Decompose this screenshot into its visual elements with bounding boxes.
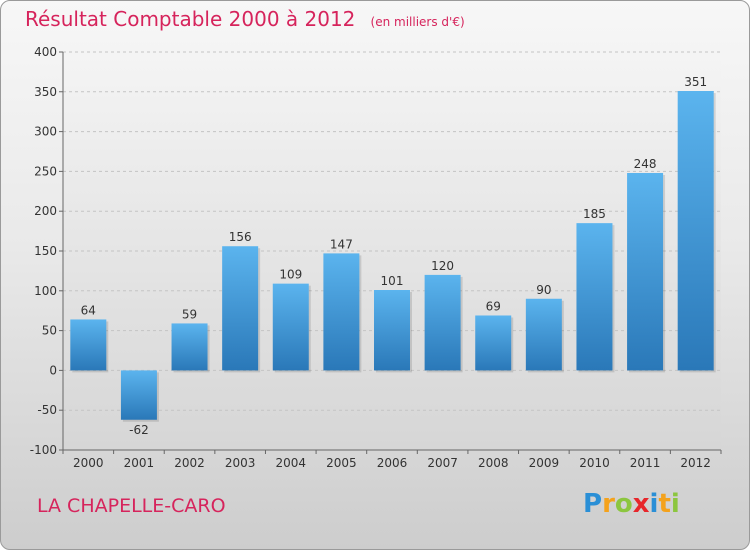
x-tick-label: 2005 [326, 456, 357, 470]
y-tick-label: 200 [34, 204, 57, 218]
logo-letter: P [583, 489, 603, 519]
x-tick-label: 2003 [225, 456, 256, 470]
data-label: 64 [81, 303, 96, 317]
y-tick-label: 400 [34, 45, 57, 59]
bar [272, 283, 309, 371]
chart-subtitle: (en milliers d'€) [370, 15, 465, 29]
y-tick-label: -100 [30, 443, 57, 457]
data-label: -62 [129, 423, 149, 437]
bar [70, 319, 107, 371]
y-tick-label: 50 [42, 324, 57, 338]
data-label: 147 [330, 237, 353, 251]
y-tick-label: 300 [34, 125, 57, 139]
y-tick-label: 150 [34, 244, 57, 258]
x-tick-label: 2004 [275, 456, 306, 470]
bar [424, 274, 461, 371]
chart-title-block: Résultat Comptable 2000 à 2012 (en milli… [25, 7, 465, 31]
x-tick-label: 2012 [680, 456, 711, 470]
x-tick-label: 2001 [124, 456, 155, 470]
x-tick-label: 2007 [427, 456, 458, 470]
bar [677, 91, 714, 371]
data-label: 69 [486, 299, 501, 313]
x-tick-label: 2010 [579, 456, 610, 470]
logo-letter: o [614, 489, 633, 519]
logo-letter: t [658, 489, 671, 519]
x-tick-label: 2002 [174, 456, 205, 470]
bar [627, 172, 664, 371]
city-name: LA CHAPELLE-CARO [37, 495, 226, 517]
data-label: 101 [381, 274, 404, 288]
x-tick-label: 2000 [73, 456, 104, 470]
data-label: 120 [431, 259, 454, 273]
y-tick-label: 250 [34, 164, 57, 178]
x-tick-label: 2008 [478, 456, 509, 470]
data-label: 109 [279, 268, 302, 282]
logo-letter: i [649, 489, 659, 519]
y-tick-label: 0 [49, 363, 57, 377]
data-label: 185 [583, 207, 606, 221]
data-label: 90 [536, 283, 551, 297]
bar [576, 223, 613, 371]
y-tick-label: 100 [34, 284, 57, 298]
x-tick-label: 2009 [529, 456, 560, 470]
bar [374, 290, 410, 371]
x-tick-label: 2006 [377, 456, 408, 470]
y-tick-label: 350 [34, 85, 57, 99]
data-label: 59 [182, 307, 197, 321]
logo-letter: x [632, 489, 650, 519]
bar [475, 315, 512, 371]
y-tick-label: -50 [37, 403, 57, 417]
proxiti-logo: Proxiti [583, 489, 680, 519]
logo-letter: i [670, 489, 680, 519]
data-label: 156 [229, 230, 252, 244]
logo-letter: r [602, 489, 615, 519]
bar [525, 298, 562, 371]
data-label: 351 [684, 75, 707, 89]
bar [120, 370, 157, 420]
x-tick-label: 2011 [630, 456, 661, 470]
bar [171, 323, 208, 371]
data-label: 248 [634, 157, 657, 171]
bar [222, 246, 259, 371]
chart-title: Résultat Comptable 2000 à 2012 [25, 7, 356, 31]
bar [323, 253, 360, 371]
